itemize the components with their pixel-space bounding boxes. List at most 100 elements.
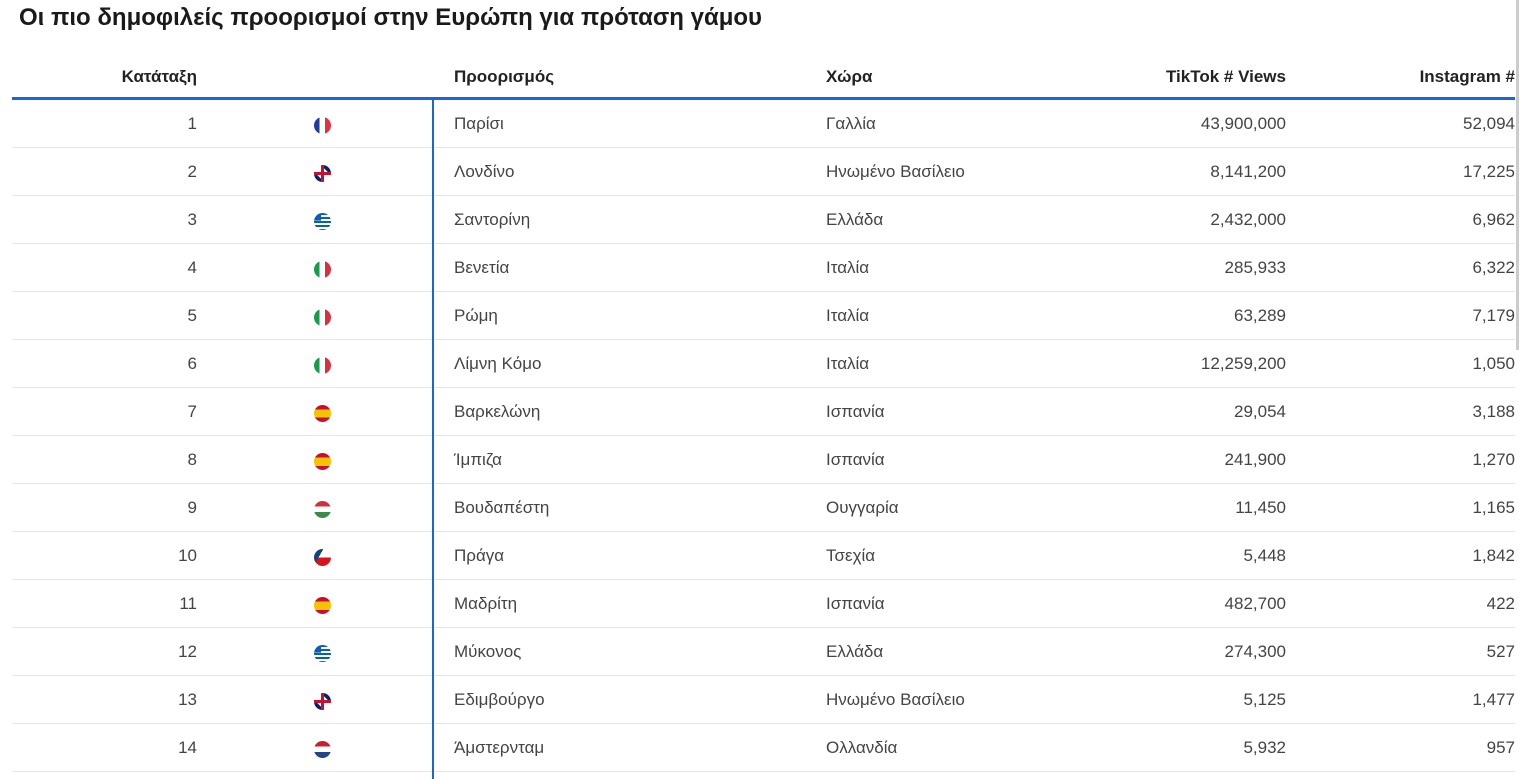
rank-cell: 7 — [187, 402, 197, 421]
table-row: 8 Ίμπιζα Ισπανία 241,900 1,270 — [12, 436, 1515, 484]
country-cell: Ιταλία — [826, 258, 870, 277]
rank-cell: 5 — [187, 306, 197, 325]
table-row: 10 Πράγα Τσεχία 5,448 1,842 — [12, 532, 1515, 580]
scrollbar[interactable] — [1516, 0, 1519, 350]
header-destination[interactable]: Προορισμός — [454, 67, 555, 86]
country-cell: Ιταλία — [826, 306, 870, 325]
destination-cell: Βαρκελώνη — [454, 402, 541, 421]
rank-cell: 3 — [187, 210, 197, 229]
tiktok-views-cell: 241,900 — [1224, 450, 1286, 469]
destination-cell: Σαντορίνη — [454, 210, 531, 229]
uk-flag-icon — [314, 165, 331, 182]
rank-cell: 8 — [187, 450, 197, 469]
instagram-cell: 3,188 — [1472, 402, 1515, 421]
destination-cell: Εδιμβούργο — [454, 690, 545, 709]
rank-cell: 1 — [187, 114, 197, 133]
netherlands-flag-icon — [314, 741, 331, 758]
italy-flag-icon — [314, 357, 331, 374]
tiktok-views-cell: 5,448 — [1243, 546, 1286, 565]
greece-flag-icon — [314, 645, 331, 662]
tiktok-views-cell: 12,259,200 — [1200, 354, 1286, 373]
instagram-cell: 52,094 — [1463, 114, 1515, 133]
tiktok-views-cell: 482,700 — [1224, 594, 1286, 613]
header-rank[interactable]: Κατάταξη — [121, 67, 197, 86]
table-row: 12 Μύκονος Ελλάδα 274,300 527 — [12, 628, 1515, 676]
tiktok-views-cell: 5,125 — [1243, 690, 1286, 709]
destinations-table: Κατάταξη Προορισμός Χώρα TikTok # Views … — [12, 55, 1515, 772]
instagram-cell: 422 — [1486, 594, 1515, 613]
rank-cell: 10 — [178, 546, 197, 565]
instagram-cell: 6,962 — [1472, 210, 1515, 229]
country-cell: Ιταλία — [826, 354, 870, 373]
table-row: 13 Εδιμβούργο Ηνωμένο Βασίλειο 5,125 1,477 — [12, 676, 1515, 724]
country-cell: Ουγγαρία — [826, 498, 899, 517]
greece-flag-icon — [314, 213, 331, 230]
destination-cell: Βενετία — [454, 258, 510, 277]
table-row: 11 Μαδρίτη Ισπανία 482,700 422 — [12, 580, 1515, 628]
destination-cell: Λονδίνο — [454, 162, 515, 181]
table-row: 1 Παρίσι Γαλλία 43,900,000 52,094 — [12, 100, 1515, 148]
destination-cell: Μαδρίτη — [454, 594, 518, 613]
tiktok-views-cell: 274,300 — [1224, 642, 1286, 661]
tiktok-views-cell: 2,432,000 — [1210, 210, 1286, 229]
instagram-cell: 1,050 — [1472, 354, 1515, 373]
table-row: 4 Βενετία Ιταλία 285,933 6,322 — [12, 244, 1515, 292]
table-row: 7 Βαρκελώνη Ισπανία 29,054 3,188 — [12, 388, 1515, 436]
spain-flag-icon — [314, 597, 331, 614]
country-cell: Ελλάδα — [826, 642, 884, 661]
rank-cell: 2 — [187, 162, 197, 181]
destination-cell: Ίμπιζα — [454, 450, 503, 469]
destination-cell: Λίμνη Κόμο — [454, 354, 542, 373]
table-row: 5 Ρώμη Ιταλία 63,289 7,179 — [12, 292, 1515, 340]
tiktok-views-cell: 8,141,200 — [1210, 162, 1286, 181]
instagram-cell: 527 — [1486, 642, 1515, 661]
instagram-cell: 1,477 — [1472, 690, 1515, 709]
spain-flag-icon — [314, 405, 331, 422]
country-cell: Ισπανία — [826, 402, 885, 421]
tiktok-views-cell: 5,932 — [1243, 738, 1286, 757]
instagram-cell: 17,225 — [1463, 162, 1515, 181]
instagram-cell: 1,165 — [1472, 498, 1515, 517]
rank-cell: 4 — [187, 258, 197, 277]
table-row: 14 Άμστερνταμ Ολλανδία 5,932 957 — [12, 724, 1515, 772]
destination-cell: Πράγα — [454, 546, 505, 565]
country-cell: Ολλανδία — [826, 738, 898, 757]
header-country[interactable]: Χώρα — [826, 67, 873, 86]
table-row: 9 Βουδαπέστη Ουγγαρία 11,450 1,165 — [12, 484, 1515, 532]
france-flag-icon — [314, 117, 331, 134]
country-cell: Τσεχία — [826, 546, 876, 565]
spain-flag-icon — [314, 453, 331, 470]
column-divider — [432, 100, 434, 779]
header-instagram[interactable]: Instagram # — [1419, 67, 1515, 86]
table-row: 2 Λονδίνο Ηνωμένο Βασίλειο 8,141,200 17,225 — [12, 148, 1515, 196]
destination-cell: Ρώμη — [454, 306, 498, 325]
page-title: Οι πιο δημοφιλείς προορισμοί στην Ευρώπη… — [19, 4, 763, 31]
tiktok-views-cell: 29,054 — [1234, 402, 1286, 421]
tiktok-views-cell: 43,900,000 — [1200, 114, 1286, 133]
instagram-cell: 1,270 — [1472, 450, 1515, 469]
table-header: Κατάταξη Προορισμός Χώρα TikTok # Views … — [12, 55, 1515, 100]
uk-flag-icon — [314, 693, 331, 710]
rank-cell: 13 — [178, 690, 197, 709]
table-row: 6 Λίμνη Κόμο Ιταλία 12,259,200 1,050 — [12, 340, 1515, 388]
country-cell: Ισπανία — [826, 450, 885, 469]
tiktok-views-cell: 285,933 — [1224, 258, 1286, 277]
instagram-cell: 7,179 — [1472, 306, 1515, 325]
country-cell: Ισπανία — [826, 594, 885, 613]
table-row: 3 Σαντορίνη Ελλάδα 2,432,000 6,962 — [12, 196, 1515, 244]
italy-flag-icon — [314, 261, 331, 278]
czech-flag-icon — [314, 549, 331, 566]
country-cell: Γαλλία — [826, 114, 876, 133]
instagram-cell: 957 — [1486, 738, 1515, 757]
tiktok-views-cell: 63,289 — [1234, 306, 1286, 325]
header-tiktok[interactable]: TikTok # Views — [1165, 67, 1286, 86]
hungary-flag-icon — [314, 501, 331, 518]
country-cell: Ηνωμένο Βασίλειο — [826, 690, 965, 709]
instagram-cell: 1,842 — [1472, 546, 1515, 565]
destination-cell: Μύκονος — [454, 642, 522, 661]
rank-cell: 11 — [179, 594, 197, 613]
destination-cell: Παρίσι — [454, 114, 504, 133]
destination-cell: Άμστερνταμ — [454, 738, 545, 757]
destination-cell: Βουδαπέστη — [454, 498, 550, 517]
rank-cell: 12 — [178, 642, 197, 661]
